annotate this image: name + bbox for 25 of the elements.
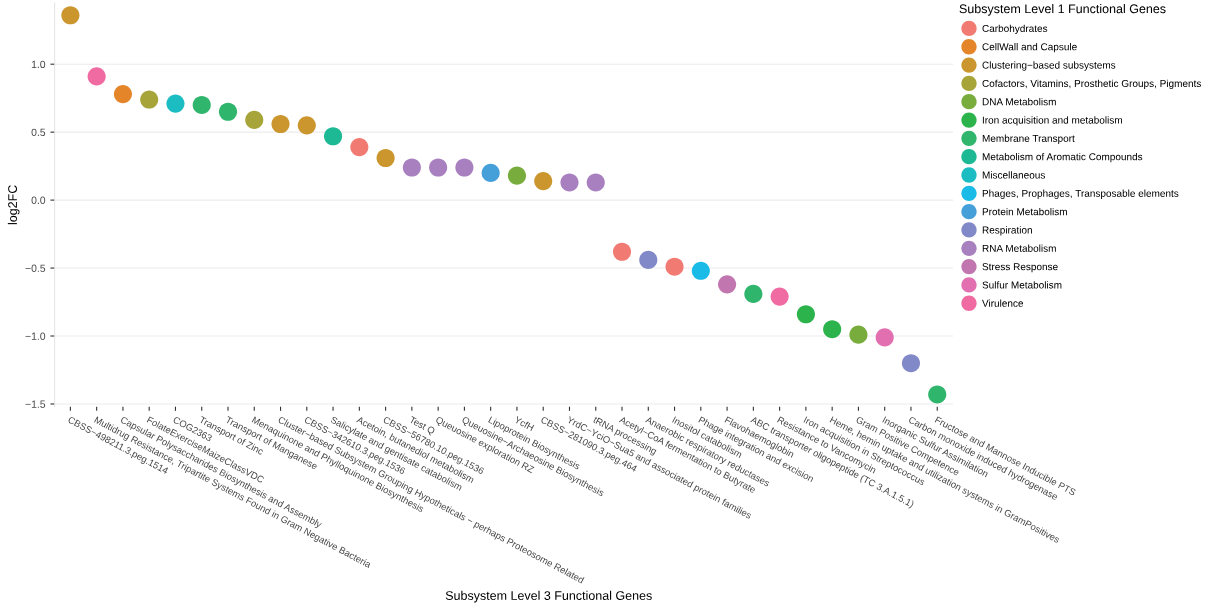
y-axis-title: log2FC — [7, 185, 20, 225]
legend-label: Virulence — [982, 299, 1024, 307]
y-tick-label: 0.0 — [31, 196, 46, 204]
legend-label: Miscellaneous — [982, 171, 1045, 179]
legend-label: Protein Metabolism — [982, 207, 1067, 216]
legend-label: Membrane Transport — [982, 134, 1075, 144]
x-axis-title: Subsystem Level 3 Functional Genes — [445, 590, 652, 603]
legend-label: Carbohydrates — [982, 24, 1048, 34]
y-tick-label: 0.5 — [31, 128, 46, 137]
legend-title: Subsystem Level 1 Functional Genes — [959, 4, 1166, 16]
legend-label: DNA Metabolism — [982, 97, 1056, 106]
y-tick-label: −1.5 — [25, 400, 46, 408]
y-tick-label: −0.5 — [25, 264, 46, 272]
legend-label: Respiration — [982, 226, 1032, 236]
legend-label: Clustering−based subsystems — [982, 61, 1116, 71]
legend-label: Metabolism of Aromatic Compounds — [982, 152, 1143, 163]
y-tick-label: −1.0 — [25, 332, 46, 340]
legend-label: Cofactors, Vitamins, Prosthetic Groups, Pigments — [982, 79, 1201, 89]
legend-label: Sulfur Metabolism — [982, 281, 1062, 289]
legend-label: Phages, Prophages, Transposable elements — [982, 189, 1179, 199]
legend-label: Stress Response — [982, 263, 1058, 273]
legend-label: RNA Metabolism — [982, 244, 1056, 252]
legend-label: Iron acquisition and metabolism — [982, 116, 1122, 126]
y-tick-label: 1.0 — [31, 60, 46, 69]
legend-label: CellWall and Capsule — [982, 43, 1077, 53]
